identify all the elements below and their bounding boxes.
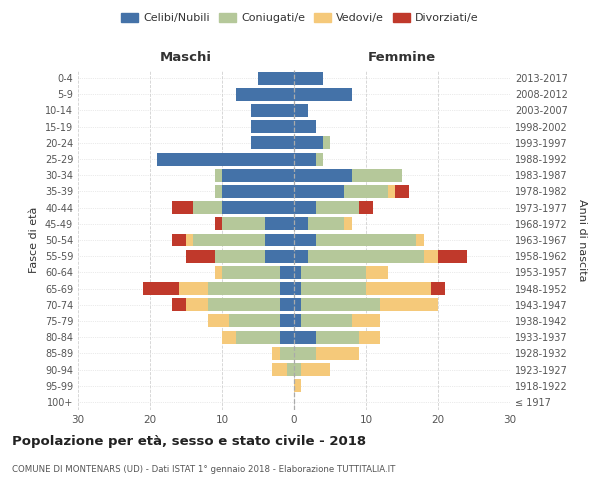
Bar	[265, 218, 294, 230]
Bar	[294, 120, 316, 133]
Bar	[186, 298, 208, 311]
Bar	[294, 298, 301, 311]
Bar	[251, 120, 294, 133]
Bar	[366, 266, 388, 279]
Bar	[301, 298, 380, 311]
Bar	[143, 282, 179, 295]
Bar	[172, 201, 193, 214]
Bar	[208, 282, 280, 295]
Bar	[172, 298, 186, 311]
Bar	[229, 314, 280, 328]
Bar	[222, 201, 294, 214]
Bar	[301, 314, 352, 328]
Bar	[193, 234, 265, 246]
Bar	[294, 104, 308, 117]
Bar	[431, 282, 445, 295]
Bar	[193, 201, 222, 214]
Bar	[352, 169, 402, 181]
Bar	[316, 201, 359, 214]
Bar	[208, 298, 280, 311]
Legend: Celibi/Nubili, Coniugati/e, Vedovi/e, Divorziati/e: Celibi/Nubili, Coniugati/e, Vedovi/e, Di…	[117, 8, 483, 28]
Bar	[265, 234, 294, 246]
Bar	[308, 250, 424, 262]
Bar	[352, 314, 380, 328]
Bar	[258, 72, 294, 85]
Bar	[294, 218, 308, 230]
Bar	[323, 136, 330, 149]
Bar	[294, 330, 316, 344]
Bar	[280, 330, 294, 344]
Bar	[222, 266, 280, 279]
Bar	[316, 152, 323, 166]
Bar	[438, 250, 467, 262]
Bar	[294, 201, 316, 214]
Bar	[179, 282, 208, 295]
Y-axis label: Anni di nascita: Anni di nascita	[577, 198, 587, 281]
Bar	[344, 218, 352, 230]
Bar	[424, 250, 438, 262]
Bar	[344, 185, 388, 198]
Bar	[316, 234, 416, 246]
Bar	[301, 363, 330, 376]
Text: Maschi: Maschi	[160, 50, 212, 64]
Bar	[294, 152, 316, 166]
Bar	[236, 88, 294, 101]
Bar	[251, 136, 294, 149]
Text: Popolazione per età, sesso e stato civile - 2018: Popolazione per età, sesso e stato civil…	[12, 435, 366, 448]
Bar	[222, 218, 265, 230]
Y-axis label: Fasce di età: Fasce di età	[29, 207, 39, 273]
Bar	[294, 250, 308, 262]
Bar	[280, 282, 294, 295]
Bar	[215, 169, 222, 181]
Bar	[251, 104, 294, 117]
Bar	[280, 266, 294, 279]
Bar	[272, 347, 280, 360]
Bar	[294, 185, 344, 198]
Bar	[215, 218, 222, 230]
Bar	[186, 234, 193, 246]
Bar	[294, 88, 352, 101]
Bar	[215, 250, 265, 262]
Bar	[359, 201, 373, 214]
Bar	[222, 330, 236, 344]
Bar	[395, 185, 409, 198]
Bar	[157, 152, 294, 166]
Text: COMUNE DI MONTENARS (UD) - Dati ISTAT 1° gennaio 2018 - Elaborazione TUTTITALIA.: COMUNE DI MONTENARS (UD) - Dati ISTAT 1°…	[12, 465, 395, 474]
Bar	[186, 250, 215, 262]
Bar	[215, 266, 222, 279]
Bar	[172, 234, 186, 246]
Bar	[294, 169, 352, 181]
Bar	[301, 266, 366, 279]
Bar	[308, 218, 344, 230]
Bar	[236, 330, 280, 344]
Bar	[316, 347, 359, 360]
Bar	[294, 379, 301, 392]
Bar	[294, 347, 316, 360]
Bar	[272, 363, 287, 376]
Bar	[316, 330, 359, 344]
Bar	[294, 234, 316, 246]
Bar	[294, 282, 301, 295]
Bar	[222, 185, 294, 198]
Bar	[222, 169, 294, 181]
Bar	[280, 314, 294, 328]
Bar	[287, 363, 294, 376]
Bar	[294, 314, 301, 328]
Bar	[280, 347, 294, 360]
Bar	[388, 185, 395, 198]
Bar	[380, 298, 438, 311]
Bar	[280, 298, 294, 311]
Bar	[215, 185, 222, 198]
Bar	[294, 363, 301, 376]
Bar	[208, 314, 229, 328]
Bar	[366, 282, 431, 295]
Bar	[294, 266, 301, 279]
Bar	[359, 330, 380, 344]
Bar	[294, 136, 323, 149]
Bar	[301, 282, 366, 295]
Bar	[416, 234, 424, 246]
Bar	[265, 250, 294, 262]
Bar	[294, 72, 323, 85]
Text: Femmine: Femmine	[368, 50, 436, 64]
